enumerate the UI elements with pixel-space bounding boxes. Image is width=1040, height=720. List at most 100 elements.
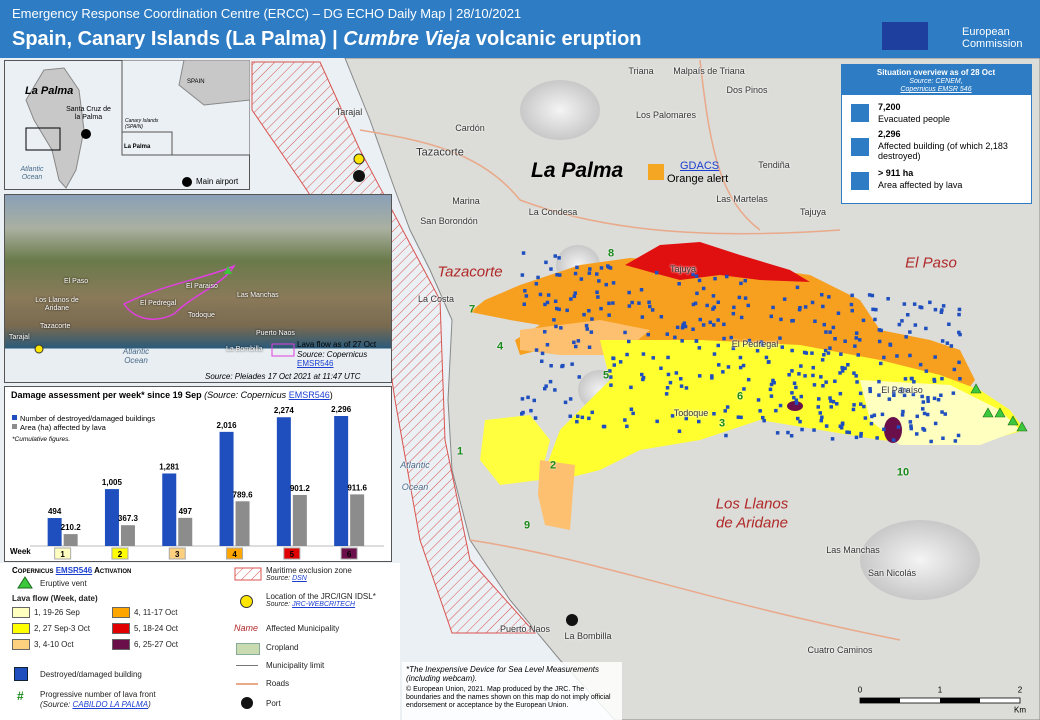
situation-value: > 911 ha [878,168,914,178]
building [522,302,526,306]
building [949,344,954,348]
building [830,437,835,441]
building [958,377,962,381]
place-label: La Costa [417,293,455,304]
building [747,338,752,343]
building [812,428,816,432]
swatch [112,607,130,618]
value-label: 2,016 [217,421,238,430]
place-label: La Bombilla [564,630,612,641]
building [573,271,578,276]
situation-link[interactable]: Copernicus EMSR 546 [900,86,972,93]
building [568,397,573,401]
chart-source-link[interactable]: EMSR546 [288,390,330,400]
building [711,294,716,298]
place-label: Las Martelas [716,193,768,204]
building [521,410,525,415]
building [739,281,743,286]
building [778,403,783,408]
building [641,375,646,380]
building [827,295,831,299]
header-title: Spain, Canary Islands (La Palma) | Cumbr… [12,28,642,51]
title-part: volcanic eruption [470,28,642,50]
building [590,410,594,415]
building [824,330,828,334]
building [625,352,629,357]
building [716,318,720,322]
copyright: © European Union, 2021. Map produced by … [406,686,611,710]
building [794,401,799,405]
building [859,434,863,438]
chart-title: Damage assessment per week* since 19 Sep… [11,390,333,400]
building [861,318,866,323]
building [529,408,533,413]
swatch [112,623,130,634]
building [877,339,882,344]
category-axis-label: Week [10,547,31,556]
x-tick-label: 1 [60,550,65,559]
building [540,351,545,356]
building [607,313,611,317]
building [589,330,594,334]
lava-front-number: 1 [456,445,464,458]
building [769,394,774,398]
building [786,430,790,435]
building [798,306,802,310]
building [852,371,856,375]
building [877,328,882,332]
building [818,411,822,415]
photo-lava-link[interactable]: EMSR546 [297,359,334,368]
building [762,418,766,423]
link[interactable]: CABILDO LA PALMA [72,700,149,709]
building [684,416,688,421]
link[interactable]: DSN [292,575,307,582]
legend-front: Progressive number of lava front [40,690,156,699]
building [838,371,842,375]
building [555,273,559,277]
building [553,254,557,258]
gdacs-link[interactable]: GDACS [680,160,720,172]
municipality-label: El Paso [905,254,957,272]
week-box [54,547,72,560]
eu-flag [882,22,928,50]
building [847,430,851,435]
place-label: Atlantic [400,459,430,470]
photo-label: El Paso [64,278,89,285]
week-box [283,547,301,560]
value-label: 2,296 [331,405,352,414]
building [717,363,721,367]
link[interactable]: EMSR546 [55,566,93,575]
building [798,419,802,424]
building [912,380,916,384]
building [812,383,817,387]
place-label: Ocean [401,481,429,492]
building [833,379,837,383]
building [680,326,685,330]
place-label: Triana [628,65,654,76]
building [811,365,815,370]
building [555,306,559,311]
building [794,385,798,390]
port-icon [566,614,578,626]
text: ) [148,700,151,709]
extent [25,127,61,151]
building [947,322,951,326]
building [925,412,930,417]
municipality-label: Los Llanos [715,495,789,513]
building [553,299,558,303]
building [822,353,826,357]
building [794,398,798,402]
building [698,374,702,378]
building [871,307,875,312]
lava-front-number: 8 [607,247,615,260]
building [548,379,553,384]
building [691,302,696,307]
building [651,356,655,360]
photo-label: Las Manchas [237,292,279,299]
photo-panel [4,194,392,383]
building [821,384,825,388]
legend-port: Port [266,699,281,708]
building [958,332,962,337]
link[interactable]: JRC-WEBCRITECH [292,601,356,608]
